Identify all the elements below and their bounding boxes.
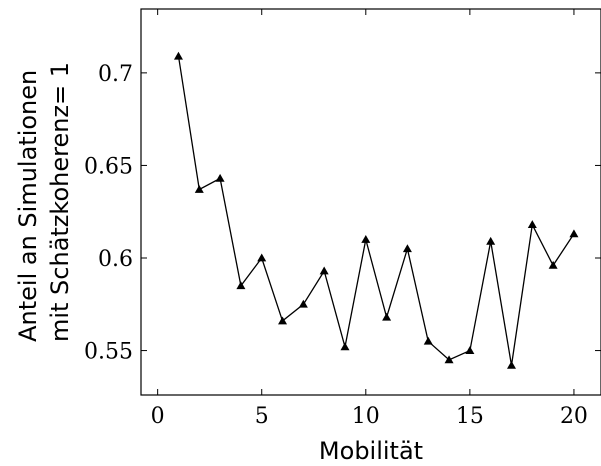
y-tick-label: 0.7 <box>98 62 133 87</box>
y-tick-label: 0.65 <box>84 154 133 179</box>
x-axis-title: Mobilität <box>319 437 423 465</box>
y-axis-title: Anteil an Simulationen mit Schätzkoheren… <box>14 62 74 342</box>
axis-ticks: 0 5 10 15 20 0.55 0.6 0.65 0.7 <box>84 9 601 429</box>
data-point <box>173 51 183 60</box>
data-point <box>402 244 412 253</box>
data-point <box>236 281 246 290</box>
plot-frame <box>140 8 601 396</box>
data-point <box>194 185 204 193</box>
data-point <box>278 316 288 325</box>
y-tick-label: 0.6 <box>98 247 133 272</box>
data-point <box>527 220 537 229</box>
data-point <box>444 355 454 364</box>
data-point <box>361 234 371 243</box>
data-point <box>382 312 392 321</box>
data-point <box>465 346 475 354</box>
data-point <box>506 360 516 369</box>
x-tick-label: 5 <box>255 404 269 429</box>
x-tick-label: 20 <box>560 404 588 429</box>
series-line <box>177 56 575 366</box>
x-tick-label: 0 <box>151 404 165 429</box>
data-point <box>569 229 579 238</box>
x-tick-label: 10 <box>352 404 380 429</box>
y-axis-title-line-2: mit Schätzkoherenz= 1 <box>46 62 74 342</box>
data-point <box>257 253 267 262</box>
data-point <box>340 342 350 351</box>
data-point <box>423 336 433 345</box>
y-tick-label: 0.55 <box>84 340 133 365</box>
x-tick-label: 15 <box>456 404 484 429</box>
data-point <box>319 266 329 275</box>
data-point <box>298 299 308 308</box>
data-series <box>173 51 579 369</box>
data-point <box>548 260 558 269</box>
data-point <box>215 173 225 182</box>
plot-axes <box>140 8 601 396</box>
data-point <box>486 236 496 245</box>
y-axis-title-line-1: Anteil an Simulationen <box>14 70 42 342</box>
